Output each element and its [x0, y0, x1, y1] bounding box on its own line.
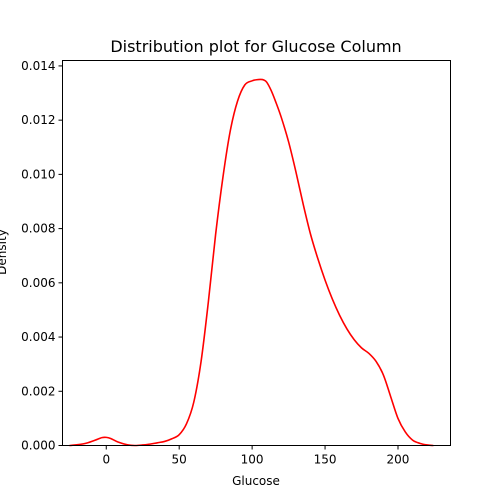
- y-tick-label: 0.014: [21, 59, 55, 73]
- y-ticks: 0.000 0.002 0.004 0.006 0.008 0.010 0.012 0.014: [21, 59, 63, 453]
- y-tick-label: 0.004: [21, 330, 55, 344]
- y-axis-label: Density: [0, 229, 9, 275]
- x-axis-label: Glucose: [232, 474, 280, 488]
- plot-area: 0 50 100 150 200 0.0000.0020.0040.0060.0080.…: [21, 59, 451, 467]
- y-tick-label: 0.006: [21, 276, 55, 290]
- x-ticks: 0 50 100 150 200: [102, 445, 410, 467]
- x-tick-label: 200: [387, 453, 410, 467]
- x-tick-label: 150: [314, 453, 337, 467]
- chart-title: Distribution plot for Glucose Column: [110, 37, 401, 56]
- y-tick-label: 0.000: [21, 439, 55, 453]
- y-tick-label: 0.008: [21, 222, 55, 236]
- axes-layer: [62, 60, 451, 446]
- x-tick-label: 100: [241, 453, 264, 467]
- x-tick-label: 0: [102, 453, 110, 467]
- y-tick-label: 0.012: [21, 113, 55, 127]
- y-tick-label: 0.010: [21, 167, 55, 181]
- x-tick-label: 50: [172, 453, 187, 467]
- y-tick-label: 0.002: [21, 384, 55, 398]
